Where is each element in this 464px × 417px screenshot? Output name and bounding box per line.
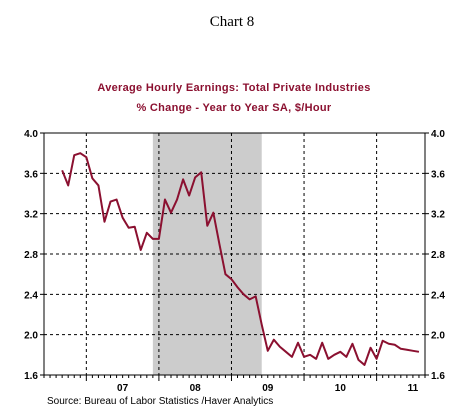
- y-tick-label-right-4: 2.4: [431, 290, 445, 301]
- y-tick-label-right-5: 2.0: [431, 331, 445, 342]
- y-tick-label-right-6: 1.6: [431, 371, 445, 382]
- y-tick-label-left-2: 3.2: [24, 210, 38, 221]
- grid-lines: [44, 133, 425, 375]
- y-tick-label-left-5: 2.0: [24, 331, 38, 342]
- x-tick-label-3: 10: [335, 383, 347, 394]
- chart-label: Chart 8: [209, 14, 255, 30]
- y-tick-label-left-0: 4.0: [24, 129, 38, 140]
- source-note: Source: Bureau of Labor Statistics /Have…: [47, 396, 273, 407]
- x-tick-label-2: 09: [262, 383, 274, 394]
- y-tick-label-left-6: 1.6: [24, 371, 38, 382]
- x-tick-label-0: 07: [117, 383, 129, 394]
- tick-labels: 4.0 4.0 3.6 3.6 3.2 3.2 2.8 2.8 2.4 2.4 2.0 2.0 1.6 1…: [24, 129, 445, 394]
- x-tick-label-4: 11: [408, 383, 419, 394]
- y-tick-label-right-1: 3.6: [431, 169, 445, 180]
- series-line-0: [61, 152, 420, 366]
- chart-subtitle: % Change - Year to Year SA, $/Hour: [136, 102, 331, 114]
- y-tick-label-left-1: 3.6: [24, 169, 38, 180]
- series-layer: [61, 152, 420, 366]
- y-tick-label-right-0: 4.0: [431, 129, 445, 140]
- y-tick-label-right-3: 2.8: [431, 250, 445, 261]
- y-tick-label-right-2: 3.2: [431, 210, 445, 221]
- chart-title: Average Hourly Earnings: Total Private I…: [97, 82, 370, 94]
- x-tick-label-1: 08: [190, 383, 202, 394]
- plot-frame: [40, 132, 429, 381]
- y-tick-label-left-4: 2.4: [24, 290, 38, 301]
- y-tick-label-left-3: 2.8: [24, 250, 38, 261]
